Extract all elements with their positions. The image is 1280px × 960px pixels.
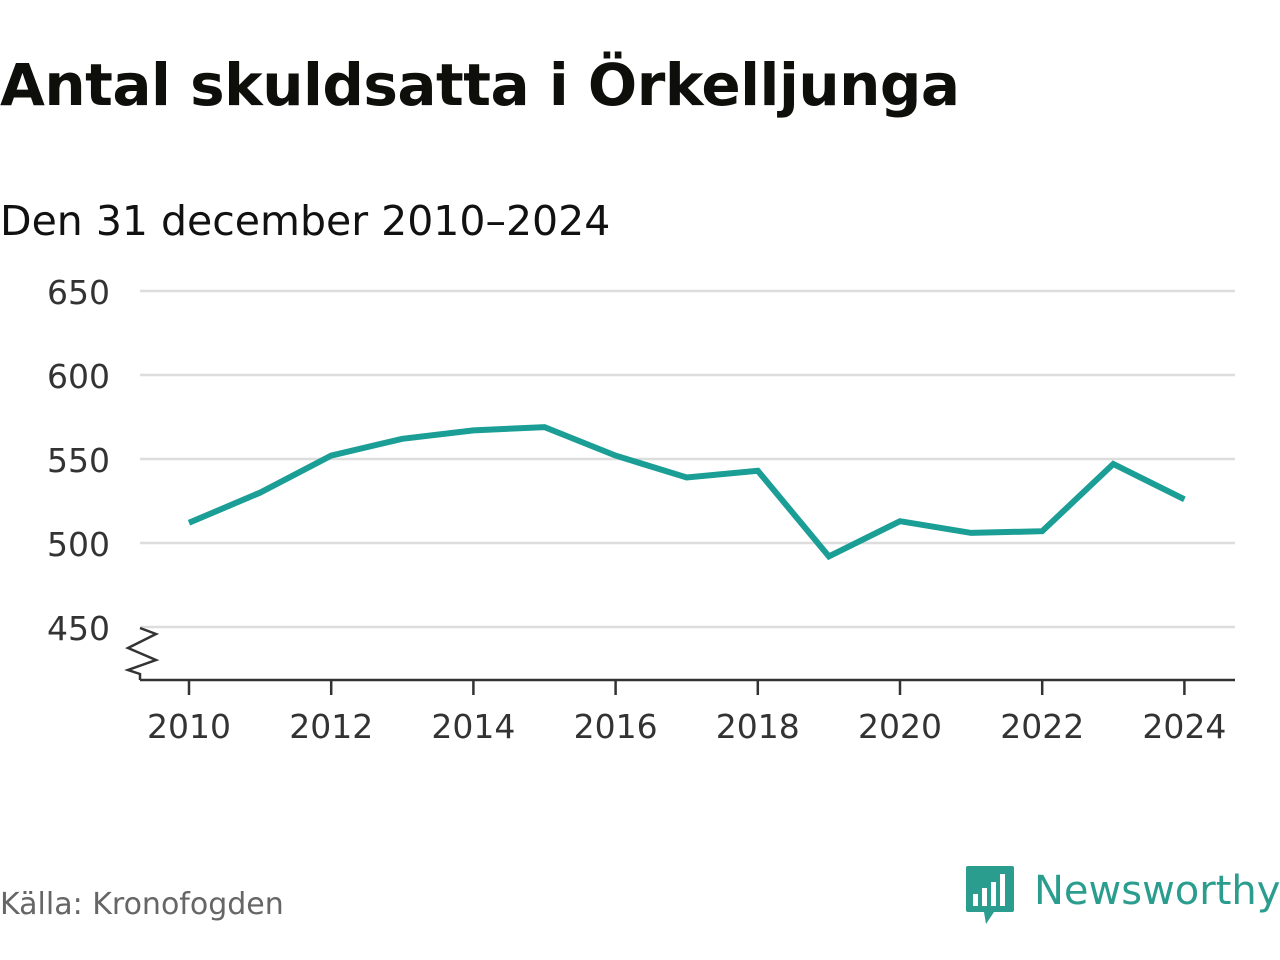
x-tick-labels: 2010 2012 2014 2016 2018 2020 2022 2024: [147, 707, 1226, 746]
y-tick-label: 550: [47, 441, 110, 480]
newsworthy-logo: Newsworthy: [964, 864, 1280, 928]
chart-subtitle: Den 31 december 2010–2024: [0, 197, 611, 245]
y-axis-break: [124, 626, 160, 680]
series-line: [187, 424, 1186, 561]
source-note: Källa: Kronofogden: [0, 887, 284, 922]
x-tick-label: 2010: [147, 707, 231, 746]
x-tick-label: 2014: [431, 707, 515, 746]
series-lines: [187, 424, 1186, 561]
y-tick-label: 500: [47, 525, 110, 564]
x-axis: [124, 626, 1235, 695]
x-tick-label: 2024: [1142, 707, 1226, 746]
brand-name: Newsworthy: [1034, 868, 1280, 914]
y-tick-label: 450: [47, 609, 110, 648]
gridlines: [140, 289, 1235, 629]
y-tick-label: 600: [47, 357, 110, 396]
x-tick-label: 2016: [574, 707, 658, 746]
x-tick-label: 2022: [1000, 707, 1084, 746]
y-tick-labels: 450 500 550 600 650: [47, 273, 110, 648]
x-tick-label: 2012: [289, 707, 373, 746]
newsworthy-logo-icon: [966, 866, 1014, 924]
x-tick-label: 2018: [716, 707, 800, 746]
chart-title: Antal skuldsatta i Örkelljunga: [0, 51, 960, 119]
x-tick-label: 2020: [858, 707, 942, 746]
y-tick-label: 650: [47, 273, 110, 312]
